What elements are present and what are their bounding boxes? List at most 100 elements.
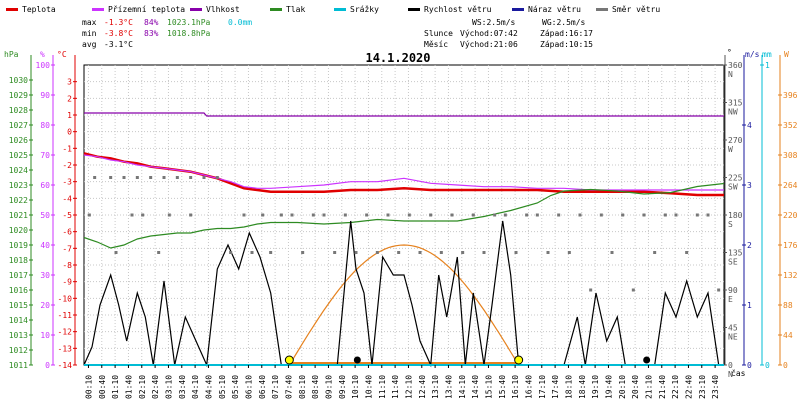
wind-direction-point	[114, 251, 118, 254]
legend: Teplota Přízemní teplota Vlhkost Tlak Srážky…	[6, 5, 660, 14]
x-tick-label: 06:10	[244, 375, 253, 399]
wind-direction-point	[290, 213, 294, 217]
legend-label: Tlak	[286, 5, 305, 14]
legend-label: Rychlost větru	[424, 5, 492, 14]
wind-direction-point	[631, 288, 635, 292]
x-tick-label: 02:40	[151, 375, 160, 399]
wind-direction-point	[269, 251, 273, 254]
wind-direction-point	[525, 213, 529, 217]
wind-direction-point	[567, 251, 571, 254]
stats-max-temp: -1.3°C	[104, 18, 133, 27]
wind-direction-point	[642, 213, 646, 217]
axis-tick-label-degc: -6	[62, 228, 72, 237]
wind-direction-point	[663, 213, 667, 217]
axis-tick-label-w: 396	[783, 91, 798, 100]
axis-tick-label-pct: 20	[40, 301, 50, 310]
wind-direction-point	[418, 251, 422, 254]
x-tick-label: 07:10	[271, 375, 280, 399]
axis-tick-label-degc: -2	[62, 161, 72, 170]
x-tick-label: 03:10	[164, 375, 173, 399]
x-axis-ticks: 00:10 00:40 01:10 01:40 02:10 02:40 03:10 03:40…	[84, 365, 720, 399]
wind-gust-info: WG:2.5m/s	[542, 18, 586, 27]
x-tick-label: 10:10	[351, 375, 360, 399]
axis-dir-label: SE	[728, 258, 738, 267]
wind-direction-point	[578, 213, 582, 217]
x-tick-label: 00:40	[98, 375, 107, 399]
stats-avg-temp: -3.1°C	[104, 40, 133, 49]
x-tick-label: 11:40	[391, 375, 400, 399]
x-tick-label: 14:40	[471, 375, 480, 399]
x-tick-label: 20:40	[631, 375, 640, 399]
axis-tick-label-w: 352	[783, 121, 798, 130]
wind-direction-point	[386, 213, 390, 217]
legend-label: Srážky	[350, 5, 379, 14]
axis-tick-label-degc: -13	[58, 344, 73, 353]
wind-direction-point	[189, 213, 193, 217]
sunrise-info: Východ:07:42	[460, 29, 518, 38]
solar-radiation-curve	[288, 244, 520, 366]
wind-direction-point	[157, 251, 161, 254]
axis-tick-label-degc: 3	[67, 78, 72, 87]
axis-tick-label-deg: 180	[728, 211, 743, 220]
unit-degc: °C	[57, 50, 67, 59]
wind-direction-point	[621, 213, 625, 217]
x-tick-label: 07:40	[284, 375, 293, 399]
unit-w: W	[784, 50, 789, 59]
x-tick-label: 17:40	[551, 375, 560, 399]
x-tick-label: 13:40	[444, 375, 453, 399]
wind-direction-point	[122, 176, 126, 179]
x-tick-label: 11:10	[378, 375, 387, 399]
series-line-4	[83, 220, 724, 368]
legend-swatch	[334, 8, 346, 11]
wind-direction-point	[333, 251, 337, 254]
legend-swatch	[92, 8, 104, 11]
legend-label: Náraz větru	[528, 5, 581, 14]
axis-tick-label-ms: 3	[747, 181, 752, 190]
wind-direction-point	[202, 176, 206, 179]
wind-direction-point	[149, 176, 153, 179]
wind-direction-point	[375, 251, 379, 254]
wind-direction-point	[167, 213, 171, 217]
legend-swatch	[190, 8, 202, 11]
wind-direction-point	[301, 251, 305, 254]
x-tick-label: 21:10	[644, 375, 653, 399]
axis-tick-label-w: 44	[783, 331, 793, 340]
x-tick-label: 22:40	[684, 375, 693, 399]
x-tick-label: 09:40	[338, 375, 347, 399]
wind-direction-point	[546, 251, 550, 254]
stats-block: max -1.3°C 84% 1023.1hPa 0.0mm min -3.8°…	[82, 18, 252, 49]
unit-pct: %	[40, 50, 45, 59]
wind-direction-point	[610, 251, 614, 254]
axis-dir-label: W	[728, 145, 733, 154]
wind-direction-point	[175, 176, 179, 179]
wind-direction-point	[695, 213, 699, 217]
axis-tick-label-w: 176	[783, 241, 798, 250]
markers-layer	[284, 355, 651, 365]
x-tick-label: 12:10	[404, 375, 413, 399]
x-tick-label: 03:40	[178, 375, 187, 399]
legend-swatch	[270, 8, 282, 11]
stats-max-hum: 84%	[144, 18, 159, 27]
sunset-marker	[514, 355, 524, 365]
axis-tick-label-degc: -12	[58, 328, 73, 337]
wind-direction-point	[87, 213, 91, 217]
stats-avg-label: avg	[82, 40, 97, 49]
wind-direction-point	[135, 176, 139, 179]
axis-dir-label: N	[728, 370, 733, 379]
wind-direction-point	[557, 213, 561, 217]
wind-direction-point	[674, 213, 678, 217]
stats-min-press: 1018.8hPa	[167, 29, 211, 38]
axis-tick-label-pct: 50	[40, 211, 50, 220]
wind-direction-point	[471, 213, 475, 217]
axis-tick-label-hpa: 1025	[9, 151, 28, 160]
wind-direction-point	[279, 213, 283, 217]
axis-tick-label-pct: 80	[40, 121, 50, 130]
axis-tick-label-deg: 315	[728, 99, 743, 108]
x-tick-label: 08:10	[298, 375, 307, 399]
wind-direction-point	[354, 251, 358, 254]
wind-direction-point	[685, 251, 689, 254]
legend-label: Teplota	[22, 5, 56, 14]
axis-tick-label-pct: 60	[40, 181, 50, 190]
wind-direction-point	[365, 213, 369, 217]
axis-tick-label-degc: -8	[62, 261, 72, 270]
